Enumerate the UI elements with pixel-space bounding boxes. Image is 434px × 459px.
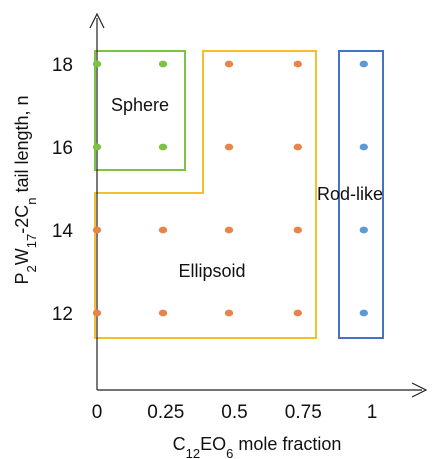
data-point-2-2 bbox=[359, 226, 368, 234]
axes bbox=[89, 12, 428, 398]
data-point-1-11 bbox=[293, 309, 302, 317]
data-point-1-7 bbox=[293, 226, 302, 234]
data-point-1-4 bbox=[92, 226, 102, 234]
rod-like-region-box bbox=[338, 50, 384, 339]
data-point-1-5 bbox=[158, 226, 168, 234]
sphere-region-box bbox=[94, 50, 186, 171]
data-point-2-1 bbox=[359, 143, 368, 151]
data-point-2-0 bbox=[359, 60, 368, 68]
region-label-sphere: Sphere bbox=[111, 95, 169, 115]
y-axis-arrow-icon bbox=[89, 12, 105, 29]
x-axis-label: C12EO6 mole fraction bbox=[173, 434, 342, 459]
x-tick-label-0: 0 bbox=[92, 402, 103, 423]
y-tick-label-2: 16 bbox=[52, 138, 73, 159]
x-tick-label-2: 0.5 bbox=[221, 402, 247, 423]
data-point-1-3 bbox=[293, 143, 302, 151]
data-point-2-3 bbox=[359, 309, 368, 317]
x-tick-label-3: 0.75 bbox=[285, 402, 322, 423]
data-points bbox=[92, 60, 368, 317]
region-label-ellipsoid: Ellipsoid bbox=[178, 261, 245, 281]
data-point-0-0 bbox=[92, 60, 102, 68]
data-point-1-8 bbox=[92, 309, 102, 317]
data-point-0-1 bbox=[158, 60, 168, 68]
data-point-1-9 bbox=[158, 309, 168, 317]
region-boxes bbox=[94, 50, 384, 339]
y-axis-label: P2W17-2Cn tail length, n bbox=[12, 95, 39, 284]
y-tick-label-3: 18 bbox=[52, 55, 73, 76]
data-point-1-2 bbox=[224, 143, 234, 151]
data-point-1-1 bbox=[293, 60, 302, 68]
region-label-rod-like: Rod-like bbox=[317, 184, 383, 204]
data-point-0-2 bbox=[92, 143, 102, 151]
data-point-0-3 bbox=[158, 143, 168, 151]
tick-labels: 0 0.25 0.5 0.75 1 12 14 16 18 bbox=[52, 55, 377, 423]
x-tick-label-4: 1 bbox=[367, 402, 378, 423]
data-point-1-6 bbox=[224, 226, 234, 234]
ellipsoid-region-box bbox=[94, 50, 317, 339]
x-tick-label-1: 0.25 bbox=[147, 402, 184, 423]
data-point-1-10 bbox=[224, 309, 234, 317]
y-tick-label-0: 12 bbox=[52, 304, 73, 325]
y-tick-label-1: 14 bbox=[52, 221, 74, 242]
x-axis-arrow-icon bbox=[411, 382, 428, 398]
data-point-1-0 bbox=[224, 60, 234, 68]
